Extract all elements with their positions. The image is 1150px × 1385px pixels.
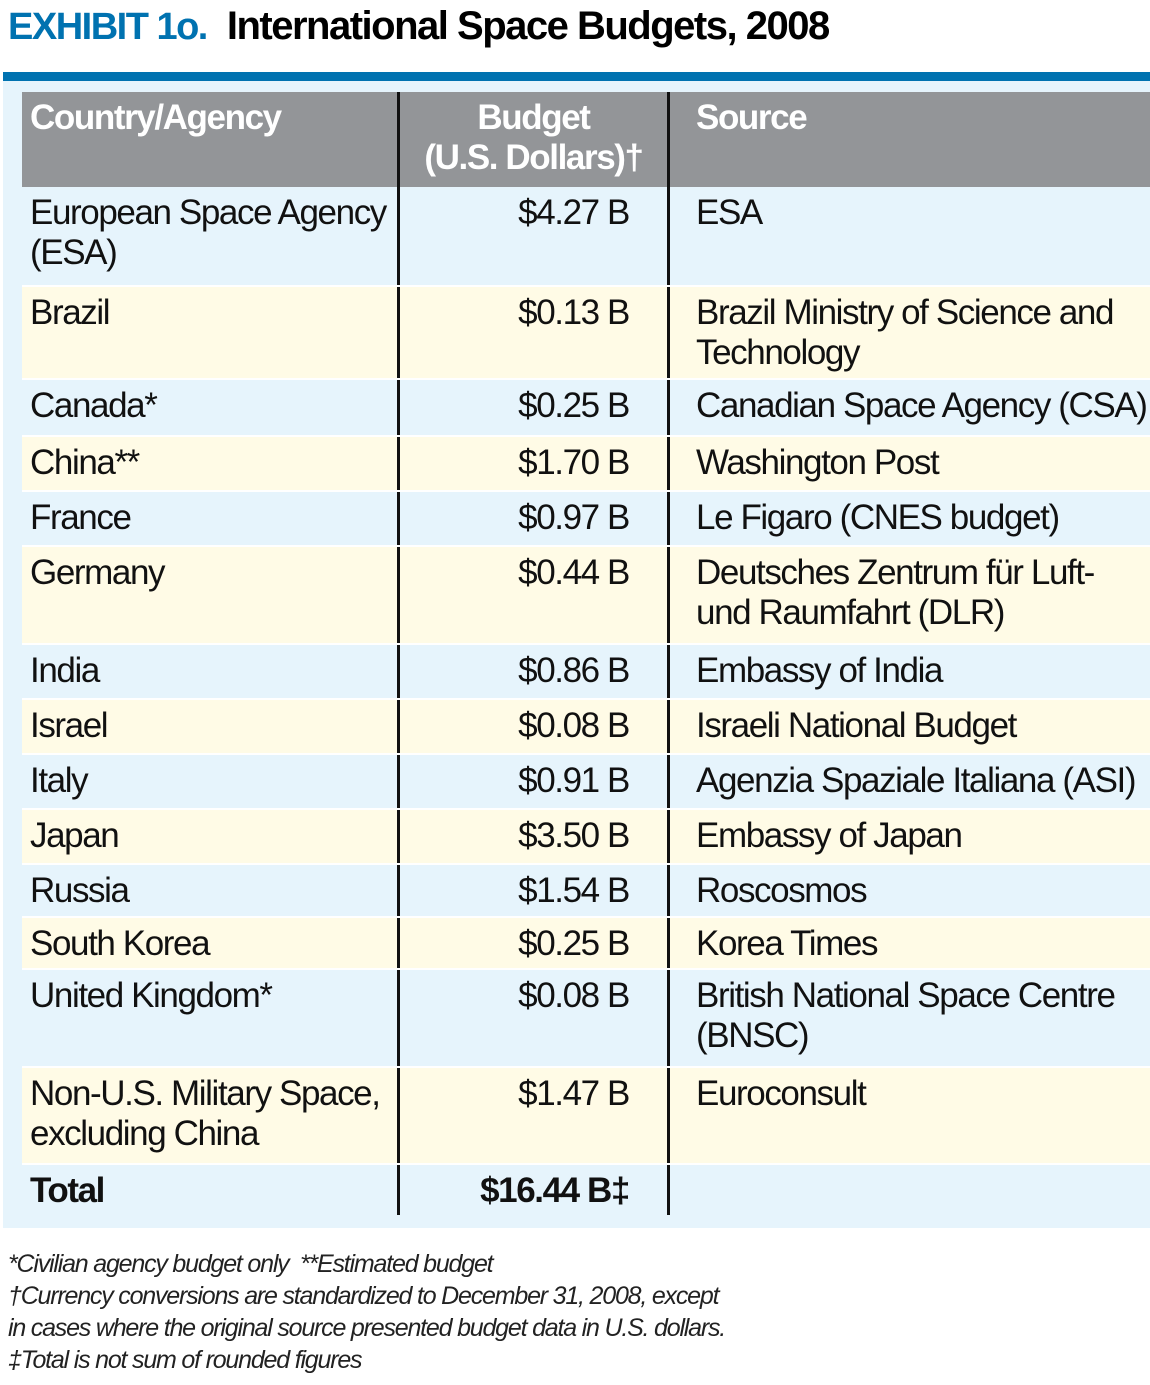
- source-cell: Israeli National Budget: [696, 706, 1017, 745]
- source-cell: British National Space Centre (BNSC): [696, 976, 1116, 1055]
- country-cell: United Kingdom*: [22, 970, 400, 1066]
- source-cell: Euroconsult: [696, 1074, 867, 1113]
- budget-table: Country/Agency Budget (U.S. Dollars)† Sou…: [22, 92, 1150, 1215]
- budget-cell: $1.70 B: [400, 437, 670, 490]
- country-cell: Italy: [22, 755, 400, 808]
- country-cell: Germany: [22, 547, 400, 643]
- table-header: Country/Agency Budget (U.S. Dollars)† Sou…: [22, 92, 1150, 187]
- budget-cell: $0.13 B: [400, 287, 670, 378]
- source-cell: Le Figaro (CNES budget): [696, 498, 1060, 537]
- budget-cell: $0.86 B: [400, 645, 670, 698]
- source-cell: Korea Times: [696, 924, 878, 963]
- source-cell: Embassy of Japan: [696, 816, 963, 855]
- budget-cell: $0.44 B: [400, 547, 670, 643]
- source-cell: Agenzia Spaziale Italiana (ASI): [696, 761, 1137, 800]
- budget-cell: $1.47 B: [400, 1068, 670, 1163]
- table-row: Germany $0.44 B Deutsches Zentrum für Luft…: [22, 547, 1150, 645]
- country-cell: European Space Agency (ESA): [22, 187, 400, 285]
- footnote: †Currency conversions are standardized t…: [8, 1282, 720, 1310]
- footnote: *Civilian agency budget only **Estimated…: [8, 1250, 494, 1278]
- header-budget-line2: (U.S. Dollars)†: [424, 138, 644, 177]
- source-cell: Canadian Space Agency (CSA): [696, 386, 1148, 425]
- budget-cell: $0.08 B: [400, 970, 670, 1066]
- country-cell: Japan: [22, 810, 400, 863]
- table-row: European Space Agency (ESA) $4.27 B ESA: [22, 187, 1150, 287]
- budget-cell: $0.25 B: [400, 918, 670, 968]
- source-cell: Brazil Ministry of Science and Technolog…: [696, 293, 1114, 372]
- exhibit-label: EXHIBIT 1o.: [8, 6, 208, 48]
- page-title: International Space Budgets, 2008: [226, 4, 830, 48]
- source-cell: Roscosmos: [696, 871, 868, 910]
- country-cell: Non-U.S. Military Space, excluding China: [22, 1068, 400, 1163]
- table-row: Canada* $0.25 B Canadian Space Agency (CSA…: [22, 380, 1150, 437]
- header-budget: Budget (U.S. Dollars)†: [400, 92, 670, 187]
- table-row: Israel $0.08 B Israeli National Budget: [22, 700, 1150, 755]
- source-cell: ESA: [696, 193, 763, 232]
- budget-cell: $4.27 B: [400, 187, 670, 285]
- source-cell: Washington Post: [696, 443, 940, 482]
- table-row: Italy $0.91 B Agenzia Spaziale Italiana (A…: [22, 755, 1150, 810]
- total-row: Total $16.44 B‡: [22, 1165, 1150, 1215]
- table-row: India $0.86 B Embassy of India: [22, 645, 1150, 700]
- footnote: in cases where the original source prese…: [8, 1314, 726, 1342]
- footnotes: *Civilian agency budget only **Estimated…: [8, 1248, 726, 1376]
- header-country: Country/Agency: [22, 92, 400, 187]
- country-cell: Israel: [22, 700, 400, 753]
- budget-cell: $0.08 B: [400, 700, 670, 753]
- budget-cell: $0.97 B: [400, 492, 670, 545]
- country-cell: South Korea: [22, 918, 400, 968]
- total-source: [670, 1165, 1150, 1215]
- budget-cell: $0.25 B: [400, 380, 670, 435]
- header-budget-line1: Budget: [477, 98, 591, 137]
- table-row: South Korea $0.25 B Korea Times: [22, 918, 1150, 970]
- budget-cell: $0.91 B: [400, 755, 670, 808]
- table-row: Brazil $0.13 B Brazil Ministry of Science …: [22, 287, 1150, 380]
- title-rule: [3, 72, 1150, 81]
- table-row: China** $1.70 B Washington Post: [22, 437, 1150, 492]
- budget-cell: $3.50 B: [400, 810, 670, 863]
- footnote: ‡Total is not sum of rounded figures: [8, 1346, 363, 1374]
- table-row: Japan $3.50 B Embassy of Japan: [22, 810, 1150, 865]
- country-cell: Russia: [22, 865, 400, 916]
- country-cell: India: [22, 645, 400, 698]
- table-row: France $0.97 B Le Figaro (CNES budget): [22, 492, 1150, 547]
- total-label: Total: [22, 1165, 400, 1215]
- exhibit-title: EXHIBIT 1o. International Space Budgets, …: [8, 4, 830, 54]
- header-source: Source: [696, 98, 808, 137]
- source-cell: Deutsches Zentrum für Luft- und Raumfahr…: [696, 553, 1095, 632]
- source-cell: Embassy of India: [696, 651, 943, 690]
- country-cell: Canada*: [22, 380, 400, 435]
- country-cell: China**: [22, 437, 400, 490]
- table-row: Non-U.S. Military Space, excluding China…: [22, 1068, 1150, 1165]
- country-cell: Brazil: [22, 287, 400, 378]
- budget-cell: $1.54 B: [400, 865, 670, 916]
- table-row: United Kingdom* $0.08 B British National S…: [22, 970, 1150, 1068]
- total-budget: $16.44 B‡: [400, 1165, 670, 1215]
- table-row: Russia $1.54 B Roscosmos: [22, 865, 1150, 918]
- country-cell: France: [22, 492, 400, 545]
